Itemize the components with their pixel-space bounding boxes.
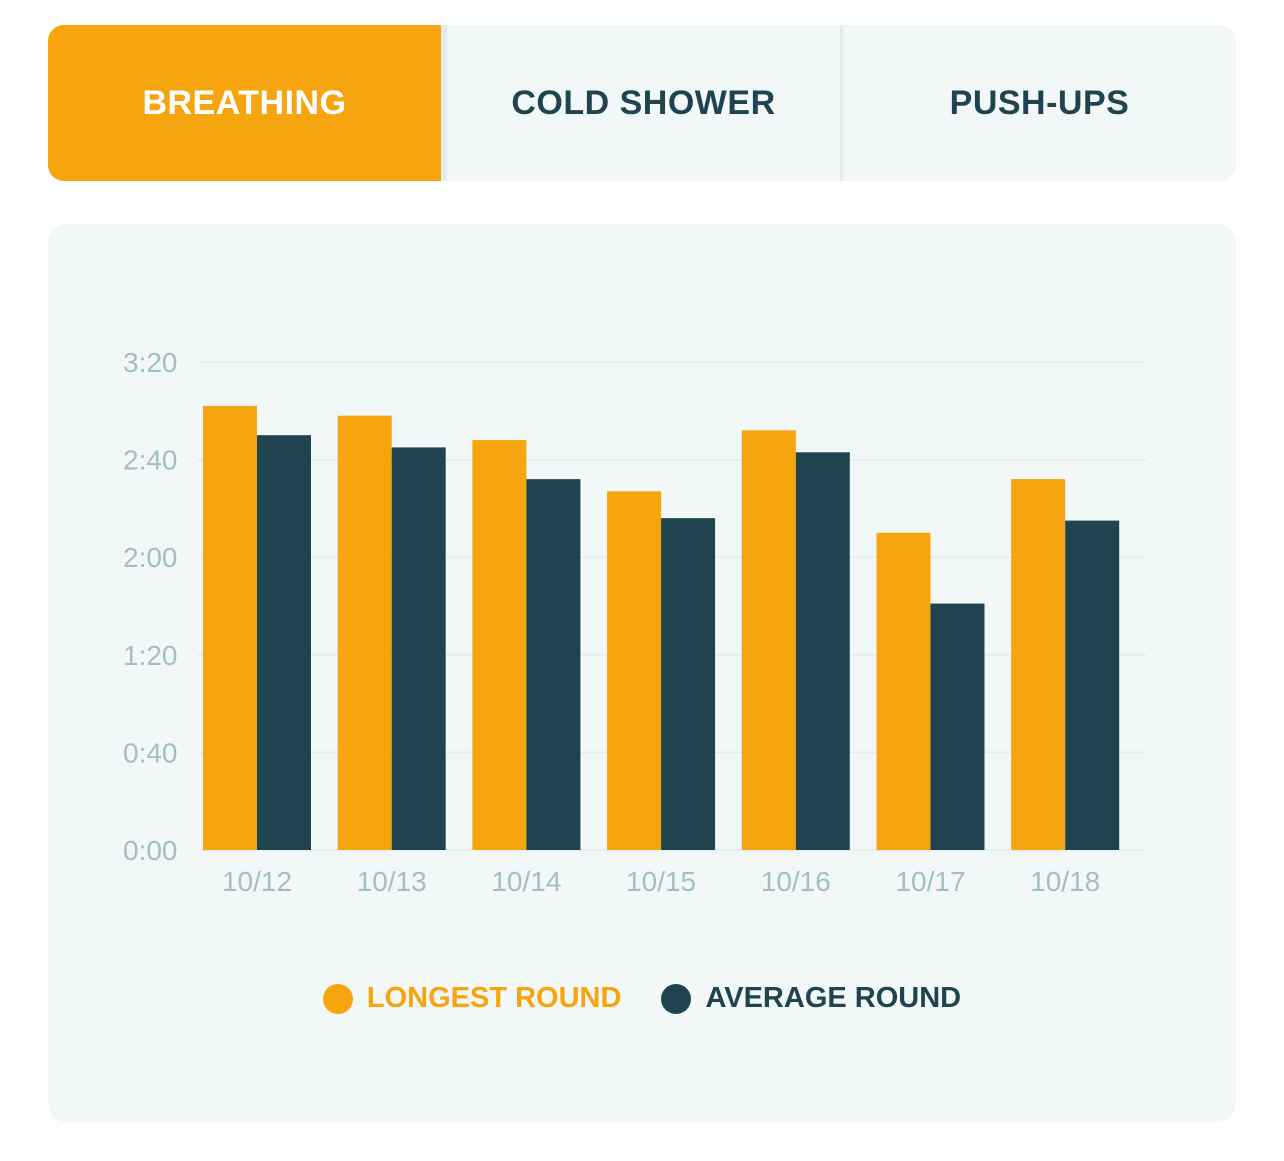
y-tick-label: 2:40: [123, 445, 178, 476]
tab-push-ups[interactable]: PUSH-UPS: [840, 25, 1236, 181]
bar-average-round: [257, 435, 311, 850]
y-tick-label: 0:40: [123, 737, 178, 768]
bar-longest-round: [607, 491, 662, 850]
x-tick-label: 10/14: [491, 866, 561, 897]
activity-tabs: BREATHING COLD SHOWER PUSH-UPS: [48, 25, 1236, 181]
bar-average-round: [661, 518, 716, 850]
bar-longest-round: [1011, 479, 1066, 850]
bar-average-round: [795, 452, 850, 850]
legend-item-average: AVERAGE ROUND: [661, 982, 961, 1015]
y-tick-label: 3:20: [123, 347, 178, 378]
x-tick-label: 10/17: [895, 866, 965, 897]
bar-average-round: [1065, 520, 1120, 850]
bar-average-round: [930, 603, 985, 850]
y-tick-label: 2:00: [123, 542, 178, 573]
x-tick-label: 10/18: [1030, 866, 1100, 897]
x-tick-label: 10/15: [626, 866, 696, 897]
bar-longest-round: [337, 415, 392, 850]
legend-dot-longest: [322, 983, 353, 1014]
y-tick-label: 1:20: [123, 640, 178, 671]
legend-label-average: AVERAGE ROUND: [705, 982, 962, 1014]
legend-dot-average: [661, 983, 692, 1014]
bar-longest-round: [876, 532, 931, 850]
chart-legend: LONGEST ROUND AVERAGE ROUND: [48, 982, 1236, 1015]
legend-item-longest: LONGEST ROUND: [322, 982, 622, 1015]
tab-cold-shower[interactable]: COLD SHOWER: [444, 25, 840, 181]
bar-longest-round: [203, 405, 257, 850]
x-tick-label: 10/16: [761, 866, 831, 897]
y-tick-label: 0:00: [123, 835, 178, 866]
chart-card: 0:00 0:40 1:20 2:00 2:40 3:20 10/12 10/13 10/14 1…: [48, 224, 1236, 1122]
bar-longest-round: [741, 430, 796, 850]
bar-chart: 0:00 0:40 1:20 2:00 2:40 3:20 10/12 10/13 10/14 1…: [123, 347, 1146, 897]
bar-longest-round: [472, 440, 527, 850]
bar-average-round: [391, 447, 446, 850]
legend-label-longest: LONGEST ROUND: [366, 982, 622, 1014]
x-tick-label: 10/13: [357, 866, 427, 897]
bar-average-round: [526, 479, 581, 850]
x-tick-label: 10/12: [222, 866, 292, 897]
tab-breathing[interactable]: BREATHING: [48, 25, 444, 181]
